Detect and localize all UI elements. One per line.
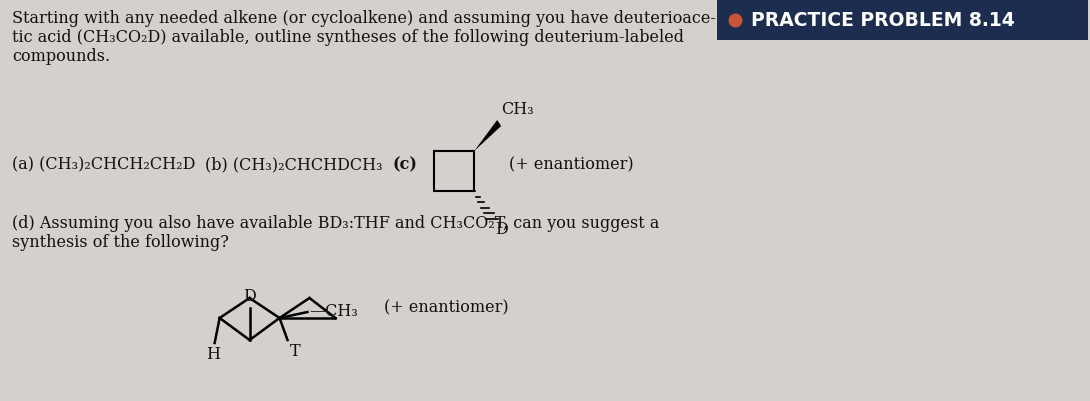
Text: (+ enantiomer): (+ enantiomer) <box>385 300 509 316</box>
Text: (b) (CH₃)₂CHCHDCH₃: (b) (CH₃)₂CHCHDCH₃ <box>205 156 383 174</box>
Text: H: H <box>206 346 220 363</box>
Text: Starting with any needed alkene (or cycloalkene) and assuming you have deuterioa: Starting with any needed alkene (or cycl… <box>12 10 716 27</box>
Text: D: D <box>243 288 256 305</box>
Polygon shape <box>474 120 501 151</box>
Text: —CH₃: —CH₃ <box>310 304 359 320</box>
Text: synthesis of the following?: synthesis of the following? <box>12 234 229 251</box>
Text: (d) Assuming you also have available BD₃:THF and CH₃CO₂T, can you suggest a: (d) Assuming you also have available BD₃… <box>12 215 659 232</box>
Text: T: T <box>290 343 300 360</box>
Text: PRACTICE PROBLEM 8.14: PRACTICE PROBLEM 8.14 <box>751 10 1015 30</box>
Text: D: D <box>495 221 508 238</box>
FancyBboxPatch shape <box>717 0 1088 40</box>
Text: (c): (c) <box>392 156 417 174</box>
Text: (a) (CH₃)₂CHCH₂CH₂D: (a) (CH₃)₂CHCH₂CH₂D <box>12 156 195 174</box>
Text: compounds.: compounds. <box>12 48 110 65</box>
Text: (+ enantiomer): (+ enantiomer) <box>509 156 633 174</box>
Text: tic acid (CH₃CO₂D) available, outline syntheses of the following deuterium-label: tic acid (CH₃CO₂D) available, outline sy… <box>12 29 685 46</box>
Text: CH₃: CH₃ <box>501 101 534 118</box>
